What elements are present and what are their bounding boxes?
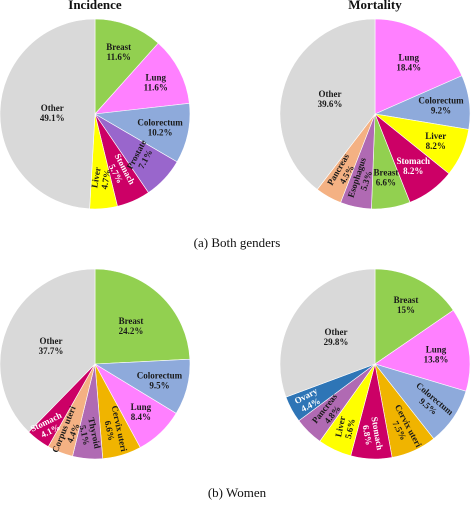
slice-label-breast: Breast 15% [394, 295, 419, 315]
slice-label-lung: Lung 8.4% [131, 402, 152, 422]
slice-label-liver: Liver4.7% [89, 166, 112, 190]
pie-slice-other [279, 18, 376, 190]
slice-label-breast: Breast 11.6% [106, 42, 131, 62]
pie-slice-breast [94, 268, 191, 365]
panel-b-caption: (b) Women [208, 485, 267, 500]
slice-label-other: Other 39.6% [318, 89, 343, 109]
slice-label-stomach: Stomach 8.2% [397, 156, 431, 176]
slice-label-lung: Lung 18.4% [396, 52, 421, 72]
pie-mortality-women: Breast 15%Lung 13.8%Colorectum9.5%Cervix u… [279, 268, 471, 460]
pie-incidence-women: Breast 24.2%Colorectum 9.5%Lung 8.4%Cervix … [0, 268, 191, 460]
pie-incidence-both-genders: Breast 11.6%Lung 11.6%Colorectum 10.2%Prost… [0, 18, 191, 210]
slice-label-breast: Breast 6.6% [373, 168, 398, 188]
slice-label-colorectum: Colorectum 10.2% [137, 118, 183, 138]
pie-slice-other [0, 18, 96, 210]
slice-label-liver: Liver 8.2% [425, 131, 446, 151]
slice-label-breast: Breast 24.2% [119, 316, 144, 336]
slice-label-colorectum: Colorectum 9.2% [418, 96, 464, 116]
pie-mortality-both-genders: Lung 18.4% Colorectum 9.2% Liver 8.2% Stomach 8… [279, 18, 471, 210]
slice-label-other: Other 49.1% [40, 103, 65, 123]
incidence-title: Incidence [68, 0, 122, 12]
panel-a-caption: (a) Both genders [194, 235, 281, 250]
pie-slice-other [279, 268, 376, 398]
slice-label-thyroid: Thyroid5.1% [76, 417, 102, 452]
slice-label-lung: Lung 11.6% [144, 73, 168, 93]
pie-slice-lung [94, 42, 190, 115]
pie-slice-breast [94, 18, 159, 115]
slice-label-other: Other 37.7% [39, 336, 64, 356]
mortality-title: Mortality [348, 0, 402, 12]
slice-label-liver: Liver5.6% [333, 415, 357, 440]
pie-slice-lung [374, 18, 463, 115]
pie-slice-other [0, 268, 96, 433]
pie-slice-breast [374, 268, 454, 365]
slice-label-other: Other 29.8% [324, 327, 349, 347]
slice-label-lung: Lung 13.8% [424, 344, 449, 364]
slice-label-stomach: Stomach6.8% [360, 416, 386, 452]
